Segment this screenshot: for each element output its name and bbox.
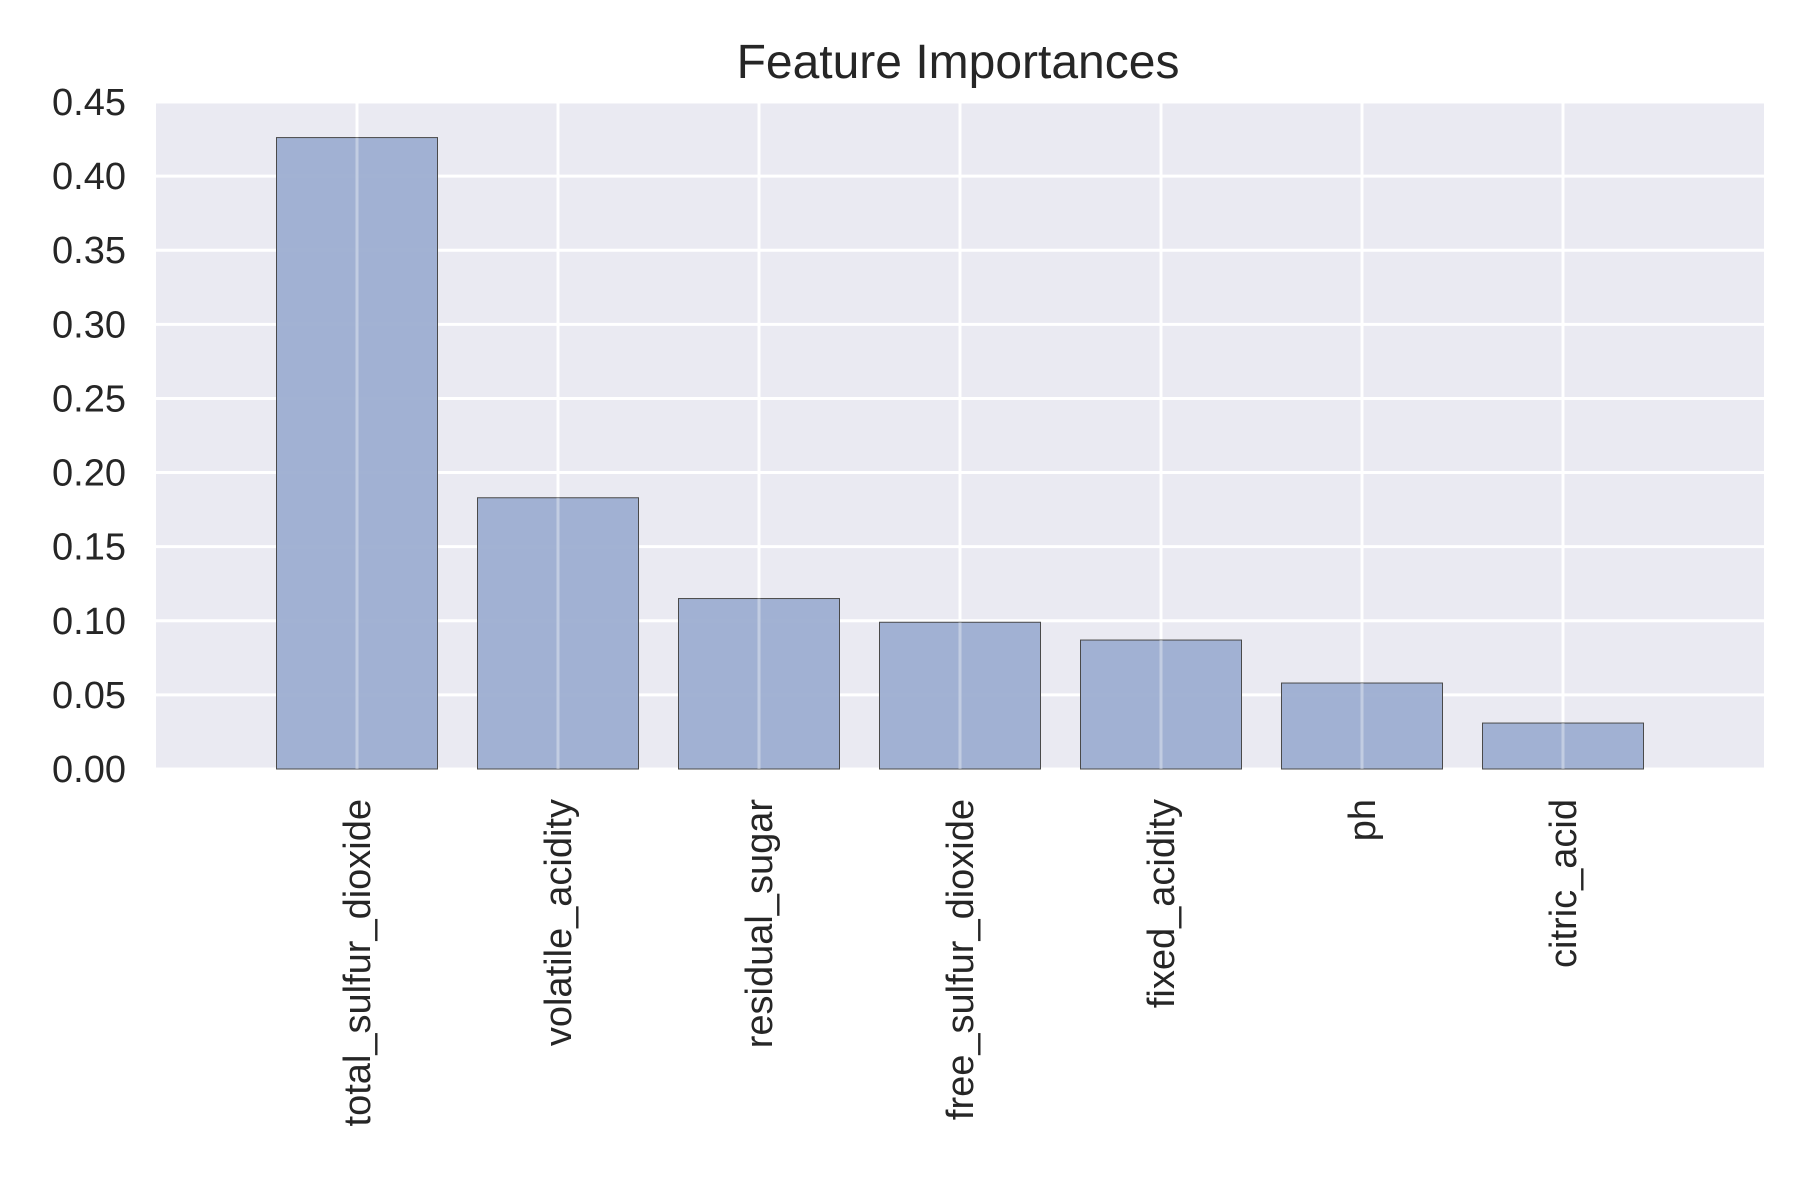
x-axis-ticks: total_sulfur_dioxide volatile_acidity resi… (337, 799, 1585, 1127)
x-tick-label: ph (1342, 799, 1384, 841)
y-tick-label: 0.05 (52, 675, 126, 717)
bar-ph (1281, 682, 1443, 770)
x-tick-label: citric_acid (1543, 799, 1585, 968)
bar-residual-sugar (678, 598, 840, 770)
bar-volatile-acidity (477, 497, 639, 770)
y-axis-ticks: 0.00 0.05 0.10 0.15 0.20 0.25 0.30 0.35 0.40 0.45 (52, 82, 126, 791)
y-tick-label: 0.30 (52, 304, 126, 346)
x-tick-label: fixed_acidity (1141, 799, 1183, 1008)
bar-free-sulfur-dioxide (879, 621, 1041, 770)
y-tick-label: 0.10 (52, 601, 126, 643)
y-tick-label: 0.20 (52, 453, 126, 495)
y-tick-label: 0.15 (52, 527, 126, 569)
y-tick-label: 0.00 (52, 749, 126, 791)
y-tick-label: 0.25 (52, 378, 126, 420)
y-tick-label: 0.40 (52, 156, 126, 198)
bar-fixed-acidity (1080, 639, 1242, 770)
y-tick-label: 0.45 (52, 82, 126, 124)
x-tick-label: volatile_acidity (538, 799, 580, 1046)
y-tick-label: 0.35 (52, 230, 126, 272)
x-tick-label: free_sulfur_dioxide (940, 799, 982, 1120)
x-tick-label: residual_sugar (739, 799, 781, 1049)
bar-total-sulfur-dioxide (276, 137, 438, 770)
bars (276, 137, 1644, 770)
chart-title: Feature Importances (737, 36, 1180, 89)
bar-citric-acid (1482, 722, 1644, 770)
x-tick-label: total_sulfur_dioxide (337, 799, 379, 1126)
